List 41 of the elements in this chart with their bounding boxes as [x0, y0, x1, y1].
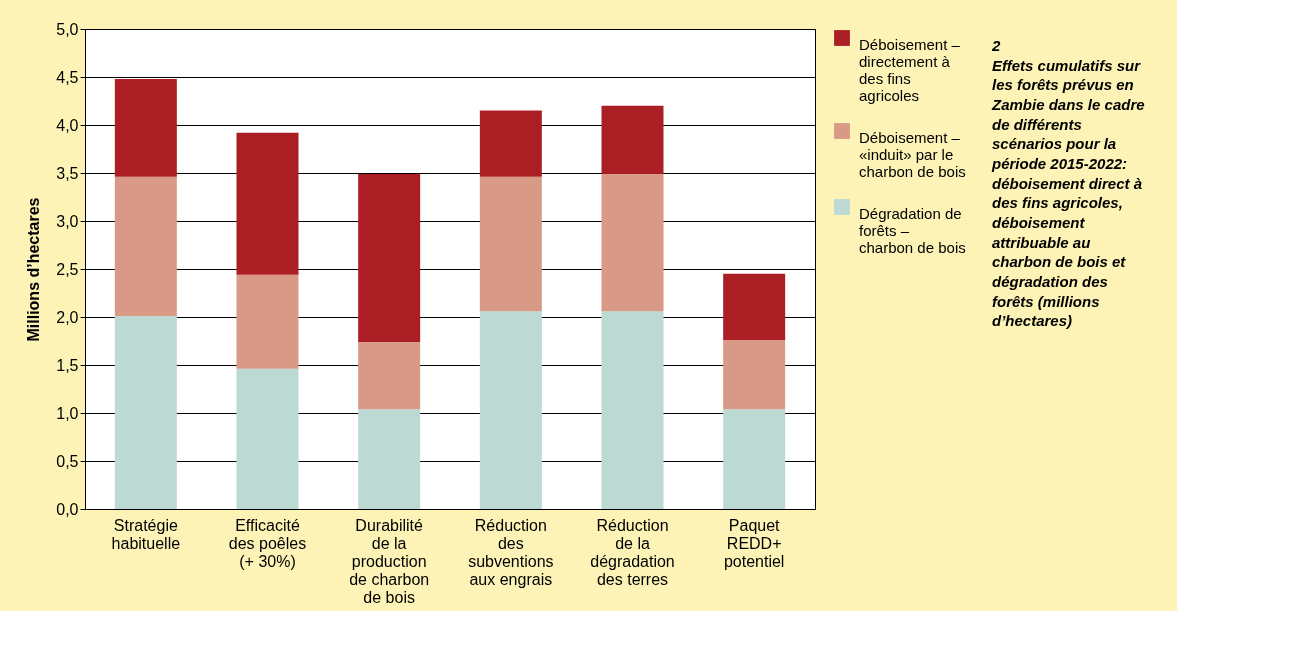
bar [479, 311, 542, 509]
bar [114, 176, 177, 317]
y-tick-label: 1,0 [56, 404, 79, 422]
bar [479, 110, 542, 177]
bar [236, 368, 299, 509]
x-tick-label: Efficacité des poêles (+ 30%) [228, 516, 307, 570]
y-tick-label: 4,0 [56, 116, 79, 134]
y-tick-label: 3,5 [56, 164, 79, 182]
bar [358, 341, 421, 410]
y-tick-label: 3,0 [56, 212, 79, 230]
bar [479, 176, 542, 312]
bar [723, 409, 786, 509]
text: 2 [991, 36, 1001, 54]
text: Effets cumulatifs sur les forêts prévus en Zambie dans le cadre de différents scénarios pour la période 2015-2022: déboisement direct à des fins agricoles, déboisement attribuable au charbon de bois et dégradation des forêts (millions d’hectares) [992, 56, 1145, 330]
x-tick-label: Paquet REDD+ potentiel [723, 516, 785, 570]
legend-label: Déboisement – «induit» par le charbon de bois [859, 129, 966, 180]
y-tick-label: 1,5 [56, 356, 79, 374]
legend-label: Déboisement – directement à des fins agricoles [859, 36, 961, 104]
x-tick-label: Réduction de la dégradation des terres [590, 516, 675, 588]
legend-label: Dégradation de forêts – charbon de bois [859, 205, 966, 256]
bar [236, 274, 299, 369]
bar [601, 173, 664, 312]
bar [723, 340, 786, 410]
bar [601, 311, 664, 509]
y-tick-label: 2,0 [56, 308, 79, 326]
x-tick-label: Durabilité de la production de charbon de bois [349, 516, 430, 606]
bar [236, 132, 299, 275]
y-tick-label: 0,5 [56, 452, 79, 470]
y-tick-label: 5,0 [56, 20, 79, 38]
y-tick-label: 4,5 [56, 68, 79, 86]
y-axis-title: Millions d’hectares [25, 197, 43, 342]
bar [358, 173, 421, 342]
bar [358, 409, 421, 509]
bar [114, 78, 177, 177]
y-tick-label: 0,0 [56, 500, 79, 518]
bar [723, 273, 786, 341]
y-tick-label: 2,5 [56, 260, 79, 278]
x-tick-label: Réduction des subventions aux engrais [468, 516, 554, 588]
bar [601, 105, 664, 174]
x-tick-label: Stratégie habituelle [111, 516, 181, 552]
bar [114, 316, 177, 509]
